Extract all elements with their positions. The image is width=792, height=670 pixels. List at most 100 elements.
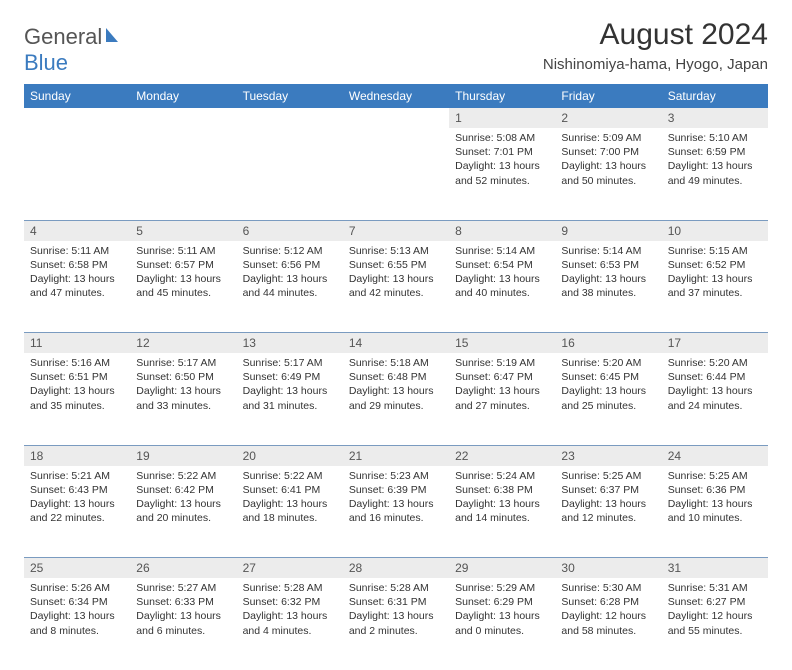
sunset-line: Sunset: 6:34 PM (30, 595, 124, 609)
sunrise-line: Sunrise: 5:31 AM (668, 581, 762, 595)
calendar-body: 123Sunrise: 5:08 AMSunset: 7:01 PMDaylig… (24, 108, 768, 670)
sunset-line: Sunset: 6:55 PM (349, 258, 443, 272)
sunset-line: Sunset: 6:29 PM (455, 595, 549, 609)
brand-text: GeneralBlue (24, 24, 124, 76)
sunset-line: Sunset: 6:45 PM (561, 370, 655, 384)
daylight-line: Daylight: 13 hours and 35 minutes. (30, 384, 124, 412)
day-content-cell: Sunrise: 5:28 AMSunset: 6:32 PMDaylight:… (237, 578, 343, 670)
daylight-line: Daylight: 13 hours and 20 minutes. (136, 497, 230, 525)
day-number-cell: 14 (343, 333, 449, 354)
sunset-line: Sunset: 6:57 PM (136, 258, 230, 272)
sunset-line: Sunset: 6:32 PM (243, 595, 337, 609)
daylight-line: Daylight: 13 hours and 10 minutes. (668, 497, 762, 525)
day-number-cell: 3 (662, 108, 768, 128)
day-header: Wednesday (343, 84, 449, 108)
day-number-row: 123 (24, 108, 768, 128)
sunset-line: Sunset: 6:27 PM (668, 595, 762, 609)
sunset-line: Sunset: 6:42 PM (136, 483, 230, 497)
sunrise-line: Sunrise: 5:08 AM (455, 131, 549, 145)
day-content-cell: Sunrise: 5:26 AMSunset: 6:34 PMDaylight:… (24, 578, 130, 670)
day-number-cell: 7 (343, 220, 449, 241)
sunrise-line: Sunrise: 5:17 AM (243, 356, 337, 370)
sunrise-line: Sunrise: 5:11 AM (30, 244, 124, 258)
day-content-cell: Sunrise: 5:11 AMSunset: 6:57 PMDaylight:… (130, 241, 236, 333)
day-content-cell: Sunrise: 5:10 AMSunset: 6:59 PMDaylight:… (662, 128, 768, 220)
daylight-line: Daylight: 13 hours and 2 minutes. (349, 609, 443, 637)
daylight-line: Daylight: 13 hours and 31 minutes. (243, 384, 337, 412)
sunset-line: Sunset: 6:31 PM (349, 595, 443, 609)
day-content-cell: Sunrise: 5:20 AMSunset: 6:44 PMDaylight:… (662, 353, 768, 445)
day-header: Sunday (24, 84, 130, 108)
day-content-cell: Sunrise: 5:28 AMSunset: 6:31 PMDaylight:… (343, 578, 449, 670)
day-number-cell: 8 (449, 220, 555, 241)
daylight-line: Daylight: 13 hours and 49 minutes. (668, 159, 762, 187)
sunset-line: Sunset: 6:58 PM (30, 258, 124, 272)
day-header: Friday (555, 84, 661, 108)
sunset-line: Sunset: 7:01 PM (455, 145, 549, 159)
sunset-line: Sunset: 6:51 PM (30, 370, 124, 384)
day-number-cell: 15 (449, 333, 555, 354)
daylight-line: Daylight: 13 hours and 12 minutes. (561, 497, 655, 525)
sunrise-line: Sunrise: 5:17 AM (136, 356, 230, 370)
day-content-cell: Sunrise: 5:14 AMSunset: 6:54 PMDaylight:… (449, 241, 555, 333)
day-content-cell: Sunrise: 5:27 AMSunset: 6:33 PMDaylight:… (130, 578, 236, 670)
day-number-cell: 27 (237, 558, 343, 579)
sunrise-line: Sunrise: 5:22 AM (136, 469, 230, 483)
day-number-cell: 12 (130, 333, 236, 354)
daylight-line: Daylight: 13 hours and 52 minutes. (455, 159, 549, 187)
day-content-cell: Sunrise: 5:13 AMSunset: 6:55 PMDaylight:… (343, 241, 449, 333)
day-number-cell: 29 (449, 558, 555, 579)
day-number-cell: 11 (24, 333, 130, 354)
day-number-row: 45678910 (24, 220, 768, 241)
daylight-line: Daylight: 13 hours and 6 minutes. (136, 609, 230, 637)
day-content-cell: Sunrise: 5:17 AMSunset: 6:50 PMDaylight:… (130, 353, 236, 445)
sunrise-line: Sunrise: 5:16 AM (30, 356, 124, 370)
sunset-line: Sunset: 6:54 PM (455, 258, 549, 272)
daylight-line: Daylight: 13 hours and 33 minutes. (136, 384, 230, 412)
page-title: August 2024 (543, 18, 768, 52)
sunrise-line: Sunrise: 5:15 AM (668, 244, 762, 258)
brand-part2: Blue (24, 50, 68, 75)
daylight-line: Daylight: 13 hours and 45 minutes. (136, 272, 230, 300)
sunset-line: Sunset: 6:52 PM (668, 258, 762, 272)
daylight-line: Daylight: 13 hours and 29 minutes. (349, 384, 443, 412)
day-number-cell: 26 (130, 558, 236, 579)
day-number-row: 18192021222324 (24, 445, 768, 466)
day-content-cell (130, 128, 236, 220)
sunrise-line: Sunrise: 5:18 AM (349, 356, 443, 370)
sunset-line: Sunset: 6:44 PM (668, 370, 762, 384)
day-number-cell: 24 (662, 445, 768, 466)
day-content-row: Sunrise: 5:26 AMSunset: 6:34 PMDaylight:… (24, 578, 768, 670)
day-number-cell (130, 108, 236, 128)
daylight-line: Daylight: 13 hours and 14 minutes. (455, 497, 549, 525)
sunset-line: Sunset: 6:53 PM (561, 258, 655, 272)
sunrise-line: Sunrise: 5:13 AM (349, 244, 443, 258)
sunrise-line: Sunrise: 5:14 AM (561, 244, 655, 258)
sunset-line: Sunset: 6:38 PM (455, 483, 549, 497)
day-content-cell: Sunrise: 5:12 AMSunset: 6:56 PMDaylight:… (237, 241, 343, 333)
day-content-cell (343, 128, 449, 220)
day-content-cell: Sunrise: 5:08 AMSunset: 7:01 PMDaylight:… (449, 128, 555, 220)
day-number-cell: 21 (343, 445, 449, 466)
day-content-cell: Sunrise: 5:14 AMSunset: 6:53 PMDaylight:… (555, 241, 661, 333)
day-content-cell: Sunrise: 5:31 AMSunset: 6:27 PMDaylight:… (662, 578, 768, 670)
daylight-line: Daylight: 13 hours and 38 minutes. (561, 272, 655, 300)
day-content-cell (24, 128, 130, 220)
sunset-line: Sunset: 6:56 PM (243, 258, 337, 272)
day-number-cell (24, 108, 130, 128)
day-header: Monday (130, 84, 236, 108)
sunset-line: Sunset: 6:59 PM (668, 145, 762, 159)
day-content-cell: Sunrise: 5:17 AMSunset: 6:49 PMDaylight:… (237, 353, 343, 445)
sunrise-line: Sunrise: 5:14 AM (455, 244, 549, 258)
day-content-row: Sunrise: 5:21 AMSunset: 6:43 PMDaylight:… (24, 466, 768, 558)
sunset-line: Sunset: 6:41 PM (243, 483, 337, 497)
day-number-row: 11121314151617 (24, 333, 768, 354)
day-number-cell: 30 (555, 558, 661, 579)
day-number-cell: 2 (555, 108, 661, 128)
daylight-line: Daylight: 13 hours and 22 minutes. (30, 497, 124, 525)
daylight-line: Daylight: 13 hours and 37 minutes. (668, 272, 762, 300)
daylight-line: Daylight: 13 hours and 50 minutes. (561, 159, 655, 187)
sunrise-line: Sunrise: 5:30 AM (561, 581, 655, 595)
day-number-cell: 31 (662, 558, 768, 579)
day-number-cell: 10 (662, 220, 768, 241)
